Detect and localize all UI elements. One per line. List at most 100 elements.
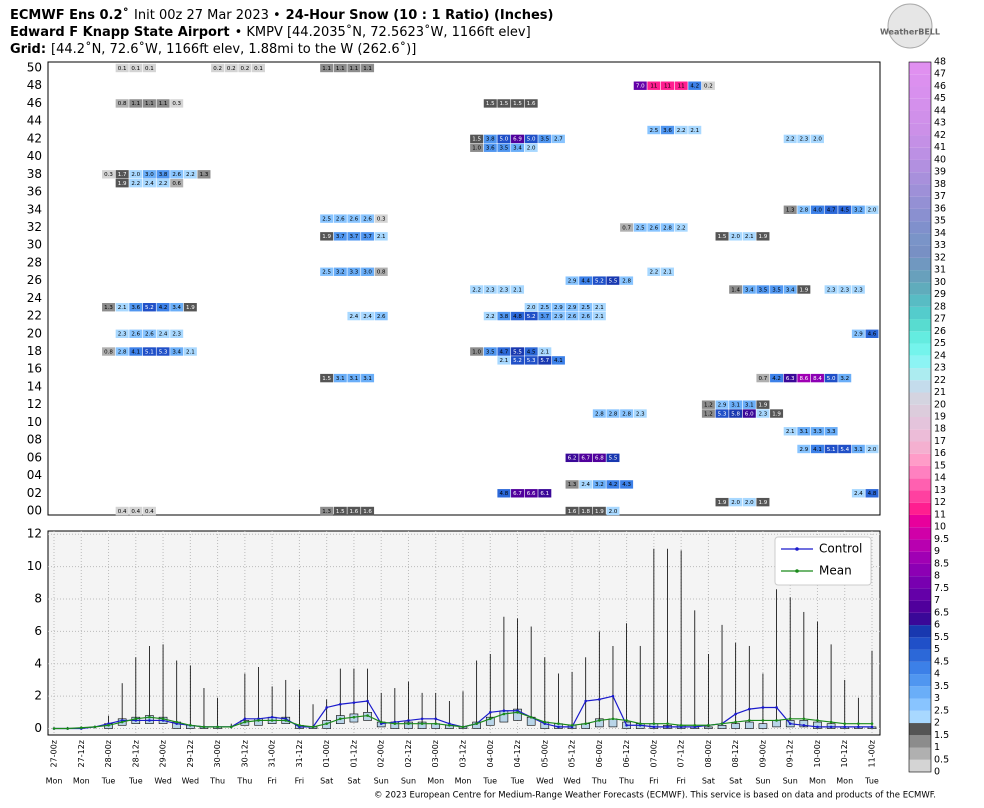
cell xyxy=(524,311,538,321)
cell-label: 2.8 xyxy=(118,349,127,355)
colorbar-band xyxy=(909,257,931,271)
cell-label: 0.4 xyxy=(145,509,154,515)
cell xyxy=(524,99,538,108)
cell xyxy=(142,63,156,73)
point xyxy=(434,717,438,721)
point xyxy=(598,698,601,701)
cell xyxy=(851,444,865,454)
cell-label: 2.6 xyxy=(336,216,345,222)
cell xyxy=(838,373,852,383)
cell xyxy=(497,134,511,144)
logo-globe xyxy=(887,3,933,49)
cell-label: 1.1 xyxy=(350,66,359,72)
point xyxy=(611,717,615,721)
cell xyxy=(170,99,184,108)
cell xyxy=(674,81,688,90)
colorbar-label: 7 xyxy=(934,595,940,606)
cell xyxy=(824,205,838,214)
cell xyxy=(633,223,647,232)
cell-label: 3.1 xyxy=(363,376,372,382)
day-label: Mon xyxy=(809,777,826,786)
x-tick-label: 09-00z xyxy=(758,740,767,767)
cell-label: 0.3 xyxy=(172,101,181,107)
cell xyxy=(865,205,879,214)
cell xyxy=(102,303,116,312)
cell xyxy=(142,178,156,188)
x-tick-label: 30-00z xyxy=(213,740,222,767)
cell-label: 2.3 xyxy=(854,287,863,293)
header-line3: Grid: [44.2˚N, 72.6˚W, 1166ft elev, 1.88m… xyxy=(10,41,416,57)
row-label: 02 xyxy=(27,486,42,500)
cell xyxy=(511,347,525,356)
cell-label: 2.9 xyxy=(554,314,563,320)
cell xyxy=(551,134,565,144)
point xyxy=(843,725,847,729)
cell xyxy=(729,285,743,294)
cell-label: 3.0 xyxy=(363,270,372,276)
legend-marker xyxy=(795,547,799,551)
x-tick-label: 10-00z xyxy=(813,740,822,767)
colorbar-label: 38 xyxy=(934,179,946,190)
box xyxy=(744,721,754,729)
cell xyxy=(142,303,156,312)
colorbar-label: 32 xyxy=(934,252,946,263)
cell-label: 3.4 xyxy=(172,305,181,311)
colorbar-label: 45 xyxy=(934,93,946,104)
colorbar-label: 39 xyxy=(934,167,946,178)
header-line2: Edward F Knapp State Airport • KMPV [44.2… xyxy=(10,24,531,40)
point xyxy=(761,706,765,709)
cell xyxy=(156,99,170,108)
x-tick-label: 07-12z xyxy=(677,740,686,767)
cell-label: 5.3 xyxy=(159,349,168,355)
cell xyxy=(715,232,729,241)
cell-label: 2.6 xyxy=(131,332,140,338)
row-label: 36 xyxy=(27,185,42,199)
day-label: Tue xyxy=(101,777,116,786)
cell xyxy=(197,170,211,179)
colorbar-band xyxy=(909,245,931,258)
colorbar-label: 1 xyxy=(934,742,940,753)
cell xyxy=(592,303,606,312)
cell-label: 1.5 xyxy=(336,509,345,515)
x-tick-label: 06-00z xyxy=(595,740,604,767)
cell-label: 2.2 xyxy=(677,128,686,134)
cell xyxy=(565,506,579,516)
cell xyxy=(770,409,784,418)
y-tick-label: 6 xyxy=(34,624,42,638)
cell-label: 3.1 xyxy=(336,376,345,382)
cell xyxy=(347,232,361,241)
cell-label: 2.5 xyxy=(649,128,658,134)
cell xyxy=(824,427,838,436)
colorbar-label: 13 xyxy=(934,485,946,496)
point xyxy=(434,722,438,725)
colorbar-band xyxy=(909,563,931,577)
cell xyxy=(538,347,552,356)
cell-label: 2.9 xyxy=(718,402,727,408)
cell-label: 2.1 xyxy=(500,358,509,364)
cell-label: 4.3 xyxy=(622,482,631,488)
cell xyxy=(524,143,538,152)
cell xyxy=(810,373,824,383)
cell xyxy=(838,205,852,214)
cell-label: 2.0 xyxy=(527,305,536,311)
cell xyxy=(824,373,838,383)
cell-label: 3.8 xyxy=(159,172,168,178)
cell-label: 2.5 xyxy=(540,305,549,311)
cell xyxy=(715,409,729,418)
cell-label: 3.4 xyxy=(786,287,795,293)
cell-label: 0.4 xyxy=(131,509,140,515)
cell-label: 0.3 xyxy=(104,172,113,178)
cell xyxy=(142,99,156,108)
cell xyxy=(851,489,865,498)
cell xyxy=(783,373,797,383)
cell xyxy=(156,170,170,179)
cell-label: 1.9 xyxy=(595,509,604,515)
cell-label: 2.6 xyxy=(568,314,577,320)
colorbar-band xyxy=(909,674,931,687)
cell-label: 3.0 xyxy=(145,172,154,178)
colorbar-band xyxy=(909,392,931,405)
cell xyxy=(688,125,702,135)
cell xyxy=(238,63,252,73)
logo-text: WeatherBELL xyxy=(880,28,940,37)
point xyxy=(352,715,356,719)
